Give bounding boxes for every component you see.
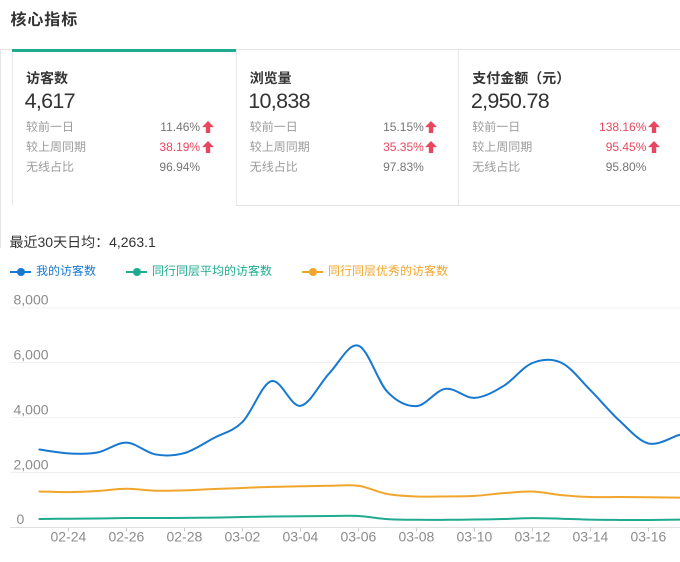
legend-label: 同行同层平均的访客数 bbox=[152, 264, 273, 278]
svg-text:03-08: 03-08 bbox=[398, 528, 434, 544]
svg-text:02-28: 02-28 bbox=[166, 528, 202, 544]
avg-30d-value: 4,263.1 bbox=[109, 234, 156, 251]
metric-card-visitors[interactable]: 访客数 4,617 较前一日 11.46% 较上周同期 38.19% 无线占比 96.… bbox=[13, 49, 236, 205]
card-title: 浏览量 bbox=[249, 70, 292, 87]
card-separator bbox=[235, 50, 237, 206]
svg-text:6,000: 6,000 bbox=[14, 346, 49, 362]
avg-30d-summary: 最近30天日均：4,263.1 bbox=[10, 235, 156, 250]
chart-legend: 我的访客数 同行同层平均的访客数 同行同层优秀的访客数 bbox=[10, 265, 478, 278]
trend-up-icon bbox=[646, 117, 661, 137]
tabs-top-border bbox=[0, 49, 680, 51]
metric-card-payment[interactable]: 支付金额（元） 2,950.78 较前一日 138.16% 较上周同期 95.45%… bbox=[459, 49, 680, 205]
metric-row-label: 较上周同期 bbox=[472, 140, 533, 155]
card-separator bbox=[458, 50, 460, 206]
card-title: 访客数 bbox=[25, 70, 68, 87]
trend-up-icon bbox=[646, 157, 661, 177]
svg-text:8,000: 8,000 bbox=[14, 292, 49, 308]
tabs-bottom-border bbox=[235, 204, 680, 206]
visitors-trend-chart[interactable]: 0 2,000 4,000 6,000 8,000 02-24 02-26 02-28 03-0… bbox=[0, 290, 680, 562]
trend-up-icon bbox=[200, 157, 215, 177]
metric-card-pageviews[interactable]: 浏览量 10,838 较前一日 15.15% 较上周同期 35.35% 无线占比 97… bbox=[237, 49, 460, 205]
metric-row-label: 较上周同期 bbox=[249, 140, 310, 155]
legend-label: 我的访客数 bbox=[36, 264, 97, 278]
card-value: 10,838 bbox=[248, 88, 310, 113]
svg-text:4,000: 4,000 bbox=[14, 401, 49, 417]
legend-item-peer-excellent[interactable]: 同行同层优秀的访客数 bbox=[302, 265, 448, 278]
svg-text:02-26: 02-26 bbox=[108, 528, 144, 544]
trend-up-icon bbox=[200, 117, 215, 137]
metric-row-label: 无线占比 bbox=[472, 160, 521, 175]
card-value: 2,950.78 bbox=[470, 88, 550, 113]
metric-row: 较前一日 15.15% bbox=[237, 117, 460, 137]
svg-text:2,000: 2,000 bbox=[14, 456, 49, 472]
metric-row-label: 较前一日 bbox=[472, 120, 521, 135]
metric-row-value: 96.94% bbox=[159, 160, 201, 175]
metric-row: 较上周同期 95.45% bbox=[459, 137, 680, 157]
card-value: 4,617 bbox=[24, 88, 76, 113]
svg-text:0: 0 bbox=[17, 511, 25, 527]
panel-left-border bbox=[0, 49, 1, 248]
legend-line-dot-icon bbox=[10, 267, 31, 276]
card-separator bbox=[12, 50, 14, 206]
trend-up-icon bbox=[424, 157, 439, 177]
metric-row: 无线占比 95.80% bbox=[459, 157, 680, 177]
page-title: 核心指标 bbox=[10, 12, 79, 29]
legend-item-my-visitors[interactable]: 我的访客数 bbox=[10, 265, 96, 278]
metric-row-label: 较上周同期 bbox=[25, 140, 86, 155]
svg-text:03-14: 03-14 bbox=[572, 528, 608, 544]
legend-item-peer-average[interactable]: 同行同层平均的访客数 bbox=[126, 265, 272, 278]
svg-text:03-16: 03-16 bbox=[630, 528, 666, 544]
trend-up-icon bbox=[424, 117, 439, 137]
legend-line-dot-icon bbox=[302, 267, 324, 276]
svg-text:03-10: 03-10 bbox=[456, 528, 492, 544]
metric-row: 无线占比 97.83% bbox=[237, 157, 460, 177]
trend-up-icon bbox=[200, 137, 215, 157]
trend-up-icon bbox=[424, 137, 439, 157]
legend-line-dot-icon bbox=[126, 267, 148, 276]
metric-row: 无线占比 96.94% bbox=[13, 157, 236, 177]
active-tab-indicator bbox=[12, 49, 237, 52]
card-title: 支付金额（元） bbox=[472, 70, 571, 87]
trend-up-icon bbox=[646, 137, 661, 157]
metric-tabs: 访客数 4,617 较前一日 11.46% 较上周同期 38.19% 无线占比 96.… bbox=[0, 49, 680, 206]
avg-30d-label: 最近30天日均： bbox=[9, 234, 110, 251]
metric-row-label: 无线占比 bbox=[249, 160, 298, 175]
legend-label: 同行同层优秀的访客数 bbox=[328, 264, 449, 278]
metric-row: 较上周同期 35.35% bbox=[237, 137, 460, 157]
svg-text:03-12: 03-12 bbox=[514, 528, 550, 544]
svg-text:02-24: 02-24 bbox=[50, 528, 86, 544]
svg-text:03-04: 03-04 bbox=[282, 528, 318, 544]
metric-row-label: 无线占比 bbox=[25, 160, 74, 175]
metric-row-value: 38.19% bbox=[159, 140, 201, 155]
metric-row-value: 35.35% bbox=[383, 140, 424, 155]
metric-row: 较上周同期 38.19% bbox=[13, 137, 236, 157]
metric-row-value: 95.80% bbox=[605, 160, 647, 175]
metric-row: 较前一日 11.46% bbox=[13, 117, 236, 137]
svg-text:03-06: 03-06 bbox=[340, 528, 376, 544]
metric-row: 较前一日 138.16% bbox=[459, 117, 680, 137]
metric-row-value: 138.16% bbox=[599, 120, 647, 135]
metric-row-label: 较前一日 bbox=[249, 120, 298, 135]
metric-row-value: 11.46% bbox=[160, 120, 201, 135]
metric-row-value: 97.83% bbox=[383, 160, 424, 175]
svg-text:03-02: 03-02 bbox=[224, 528, 260, 544]
metric-row-value: 15.15% bbox=[383, 120, 424, 135]
metric-row-value: 95.45% bbox=[605, 140, 647, 155]
metric-row-label: 较前一日 bbox=[25, 120, 74, 135]
